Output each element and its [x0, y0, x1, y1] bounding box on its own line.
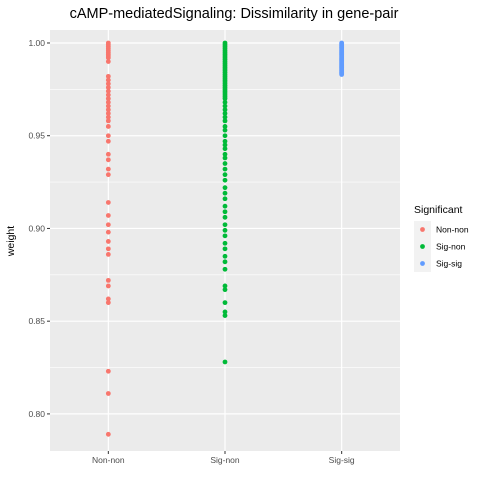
- data-point: [105, 85, 111, 90]
- data-point: [222, 227, 228, 233]
- data-point: [222, 127, 228, 133]
- data-point: [105, 103, 111, 109]
- data-point: [222, 240, 228, 246]
- data-point: [105, 73, 111, 79]
- data-point: [105, 88, 111, 94]
- x-tick-label: Non-non: [92, 455, 125, 465]
- data-point: [105, 124, 111, 129]
- x-axis-ticks: Non-non Sig-non Sig-sig: [92, 451, 355, 465]
- legend-key-dot: [420, 227, 425, 232]
- data-point: [222, 309, 228, 315]
- data-point: [105, 114, 111, 120]
- legend-label: Sig-non: [436, 242, 466, 252]
- legend-title: Significant: [414, 204, 463, 216]
- data-point: [105, 296, 111, 302]
- data-point: [105, 300, 111, 306]
- data-point: [222, 287, 228, 293]
- data-point: [105, 172, 111, 178]
- data-point: [105, 391, 111, 396]
- data-point: [222, 146, 228, 152]
- data-point: [105, 133, 111, 139]
- data-point: [222, 114, 228, 120]
- legend: Non-non Sig-non Sig-sig: [414, 221, 469, 272]
- data-point: [222, 96, 228, 102]
- data-point: [105, 431, 111, 437]
- data-point: [222, 209, 228, 215]
- data-point: [222, 246, 228, 252]
- data-point: [105, 213, 111, 218]
- data-point: [105, 96, 111, 102]
- data-point: [105, 157, 111, 163]
- data-point: [222, 214, 228, 220]
- x-tick-label: Sig-sig: [329, 455, 355, 465]
- data-point: [222, 151, 228, 157]
- data-point: [222, 142, 228, 148]
- data-point: [222, 138, 228, 144]
- y-tick-label: 0.80: [28, 409, 45, 419]
- data-point: [105, 55, 111, 61]
- data-point: [222, 222, 228, 228]
- data-point: [222, 103, 228, 109]
- y-axis-ticks: 0.80 0.85 0.90 0.95 1.00: [28, 38, 50, 419]
- data-point: [105, 277, 111, 283]
- data-point: [105, 111, 111, 116]
- data-point: [222, 196, 228, 202]
- data-point: [222, 155, 228, 161]
- data-point: [105, 107, 111, 113]
- data-point: [222, 177, 228, 183]
- data-point: [105, 252, 111, 257]
- data-point: [222, 253, 228, 259]
- data-point: [222, 313, 228, 319]
- data-points: [105, 40, 345, 437]
- legend-label: Non-non: [436, 225, 469, 235]
- data-point: [105, 246, 111, 252]
- legend-key-dot: [420, 261, 425, 266]
- data-point: [105, 118, 111, 124]
- data-point: [222, 259, 228, 265]
- data-point: [222, 124, 228, 129]
- y-tick-label: 0.90: [28, 223, 45, 233]
- data-point: [105, 368, 111, 374]
- data-point: [222, 99, 228, 105]
- data-point: [105, 229, 111, 235]
- data-point: [222, 266, 228, 272]
- data-point: [222, 233, 228, 239]
- data-point: [105, 59, 111, 64]
- data-point: [222, 190, 228, 196]
- legend-label: Sig-sig: [436, 259, 462, 269]
- data-point: [222, 203, 228, 209]
- y-tick-label: 1.00: [28, 38, 45, 48]
- x-tick-label: Sig-non: [210, 455, 240, 465]
- data-point: [222, 111, 228, 116]
- data-point: [105, 151, 111, 157]
- data-point: [222, 300, 228, 306]
- data-point: [339, 72, 345, 77]
- data-point: [105, 99, 111, 105]
- data-point: [222, 166, 228, 172]
- data-point: [222, 118, 228, 124]
- data-point: [105, 283, 111, 289]
- chart-title: cAMP-mediatedSignaling: Dissimilarity in…: [70, 6, 399, 22]
- data-point: [105, 92, 111, 98]
- y-axis-title: weight: [5, 226, 17, 257]
- legend-key-dot: [420, 244, 425, 249]
- data-point: [105, 239, 111, 244]
- data-point: [105, 138, 111, 144]
- data-point: [105, 222, 111, 228]
- data-point: [105, 200, 111, 205]
- y-tick-label: 0.85: [28, 316, 45, 326]
- y-tick-label: 0.95: [28, 131, 45, 141]
- data-point: [222, 185, 228, 191]
- data-point: [105, 77, 111, 83]
- data-point: [222, 359, 228, 365]
- data-point: [222, 161, 228, 166]
- data-point: [105, 81, 111, 87]
- data-point: [222, 133, 228, 139]
- data-point: [222, 172, 228, 178]
- data-point: [222, 107, 228, 113]
- data-point: [222, 283, 228, 289]
- data-point: [105, 166, 111, 172]
